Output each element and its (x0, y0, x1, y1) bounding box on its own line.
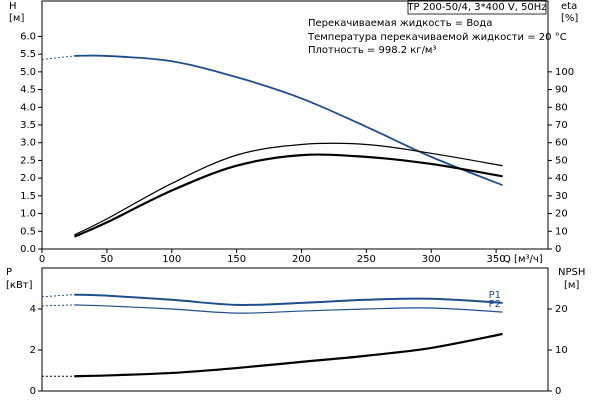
y-tick-label: 2.5 (20, 155, 36, 166)
y-tick-label: 4 (30, 304, 36, 315)
y2-axis-unit: [%] (561, 13, 578, 24)
y2-tick-label: 100 (555, 67, 574, 78)
x-tick-label: 150 (227, 254, 246, 265)
annotation: Температура перекачиваемой жидкости = 20… (307, 32, 567, 43)
curve (41, 304, 75, 307)
curve (73, 153, 503, 238)
y-tick-label: 0.5 (20, 226, 36, 237)
annotation: Перекачиваемая жидкость = Вода (308, 18, 492, 29)
y2-axis-unit: [м] (564, 280, 579, 291)
y2-tick-label: 80 (555, 102, 568, 113)
y-tick-label: 3.0 (20, 138, 36, 149)
y-tick-label: 4.5 (20, 85, 36, 96)
chart-title: TP 200-50/4, 3*400 V, 50Hz (406, 2, 546, 13)
y-tick-label: 6.0 (20, 31, 36, 42)
y2-tick-label: 60 (555, 138, 568, 149)
curve (74, 332, 503, 378)
x-tick-label: 250 (357, 254, 376, 265)
plot-frame (41, 267, 549, 392)
y-tick-label: 1.0 (20, 209, 36, 220)
series-label: P1 (489, 290, 501, 301)
y-axis-unit: [м] (9, 13, 24, 24)
y2-tick-label: 20 (555, 209, 568, 220)
y2-tick-label: 10 (555, 345, 568, 356)
y-tick-label: 5.0 (20, 67, 36, 78)
series-label: P2 (489, 299, 501, 310)
curve (74, 293, 503, 306)
x-tick-label: 50 (101, 254, 114, 265)
y-tick-label: 4.0 (20, 102, 36, 113)
y-axis-label: H (9, 1, 17, 12)
y2-tick-label: 70 (555, 120, 568, 131)
y2-tick-label: 0 (555, 386, 561, 397)
y-tick-label: 5.5 (20, 49, 36, 60)
x-tick-label: 300 (422, 254, 441, 265)
curve (74, 54, 503, 187)
y-axis-unit: [кВт] (6, 280, 33, 291)
y2-tick-label: 20 (555, 304, 568, 315)
x-axis-label: Q [м³/ч] (503, 254, 543, 265)
y2-tick-label: 0 (555, 244, 561, 255)
curve (74, 142, 503, 236)
x-tick-label: 100 (162, 254, 181, 265)
x-tick-label: 200 (292, 254, 311, 265)
title-box (407, 0, 547, 15)
y2-tick-label: 50 (555, 155, 568, 166)
y2-tick-label: 10 (555, 226, 568, 237)
y2-axis-label: eta (561, 1, 577, 12)
annotation: Плотность = 998.2 кг/м³ (308, 45, 437, 56)
y2-tick-label: 90 (555, 85, 568, 96)
curve (41, 294, 75, 298)
y-tick-label: 2.0 (20, 173, 36, 184)
y2-axis-label: NPSH (558, 267, 585, 278)
curve (41, 55, 75, 60)
y-tick-label: 0.0 (20, 244, 36, 255)
y2-tick-label: 40 (555, 173, 568, 184)
y-tick-label: 3.5 (20, 120, 36, 131)
y2-tick-label: 30 (555, 191, 568, 202)
y-tick-label: 1.5 (20, 191, 36, 202)
y-axis-label: P (6, 267, 12, 278)
curve (74, 304, 503, 314)
y-tick-label: 2 (30, 345, 36, 356)
y-tick-label: 0 (30, 386, 36, 397)
x-tick-label: 350 (487, 254, 506, 265)
x-tick-label: 0 (39, 254, 45, 265)
